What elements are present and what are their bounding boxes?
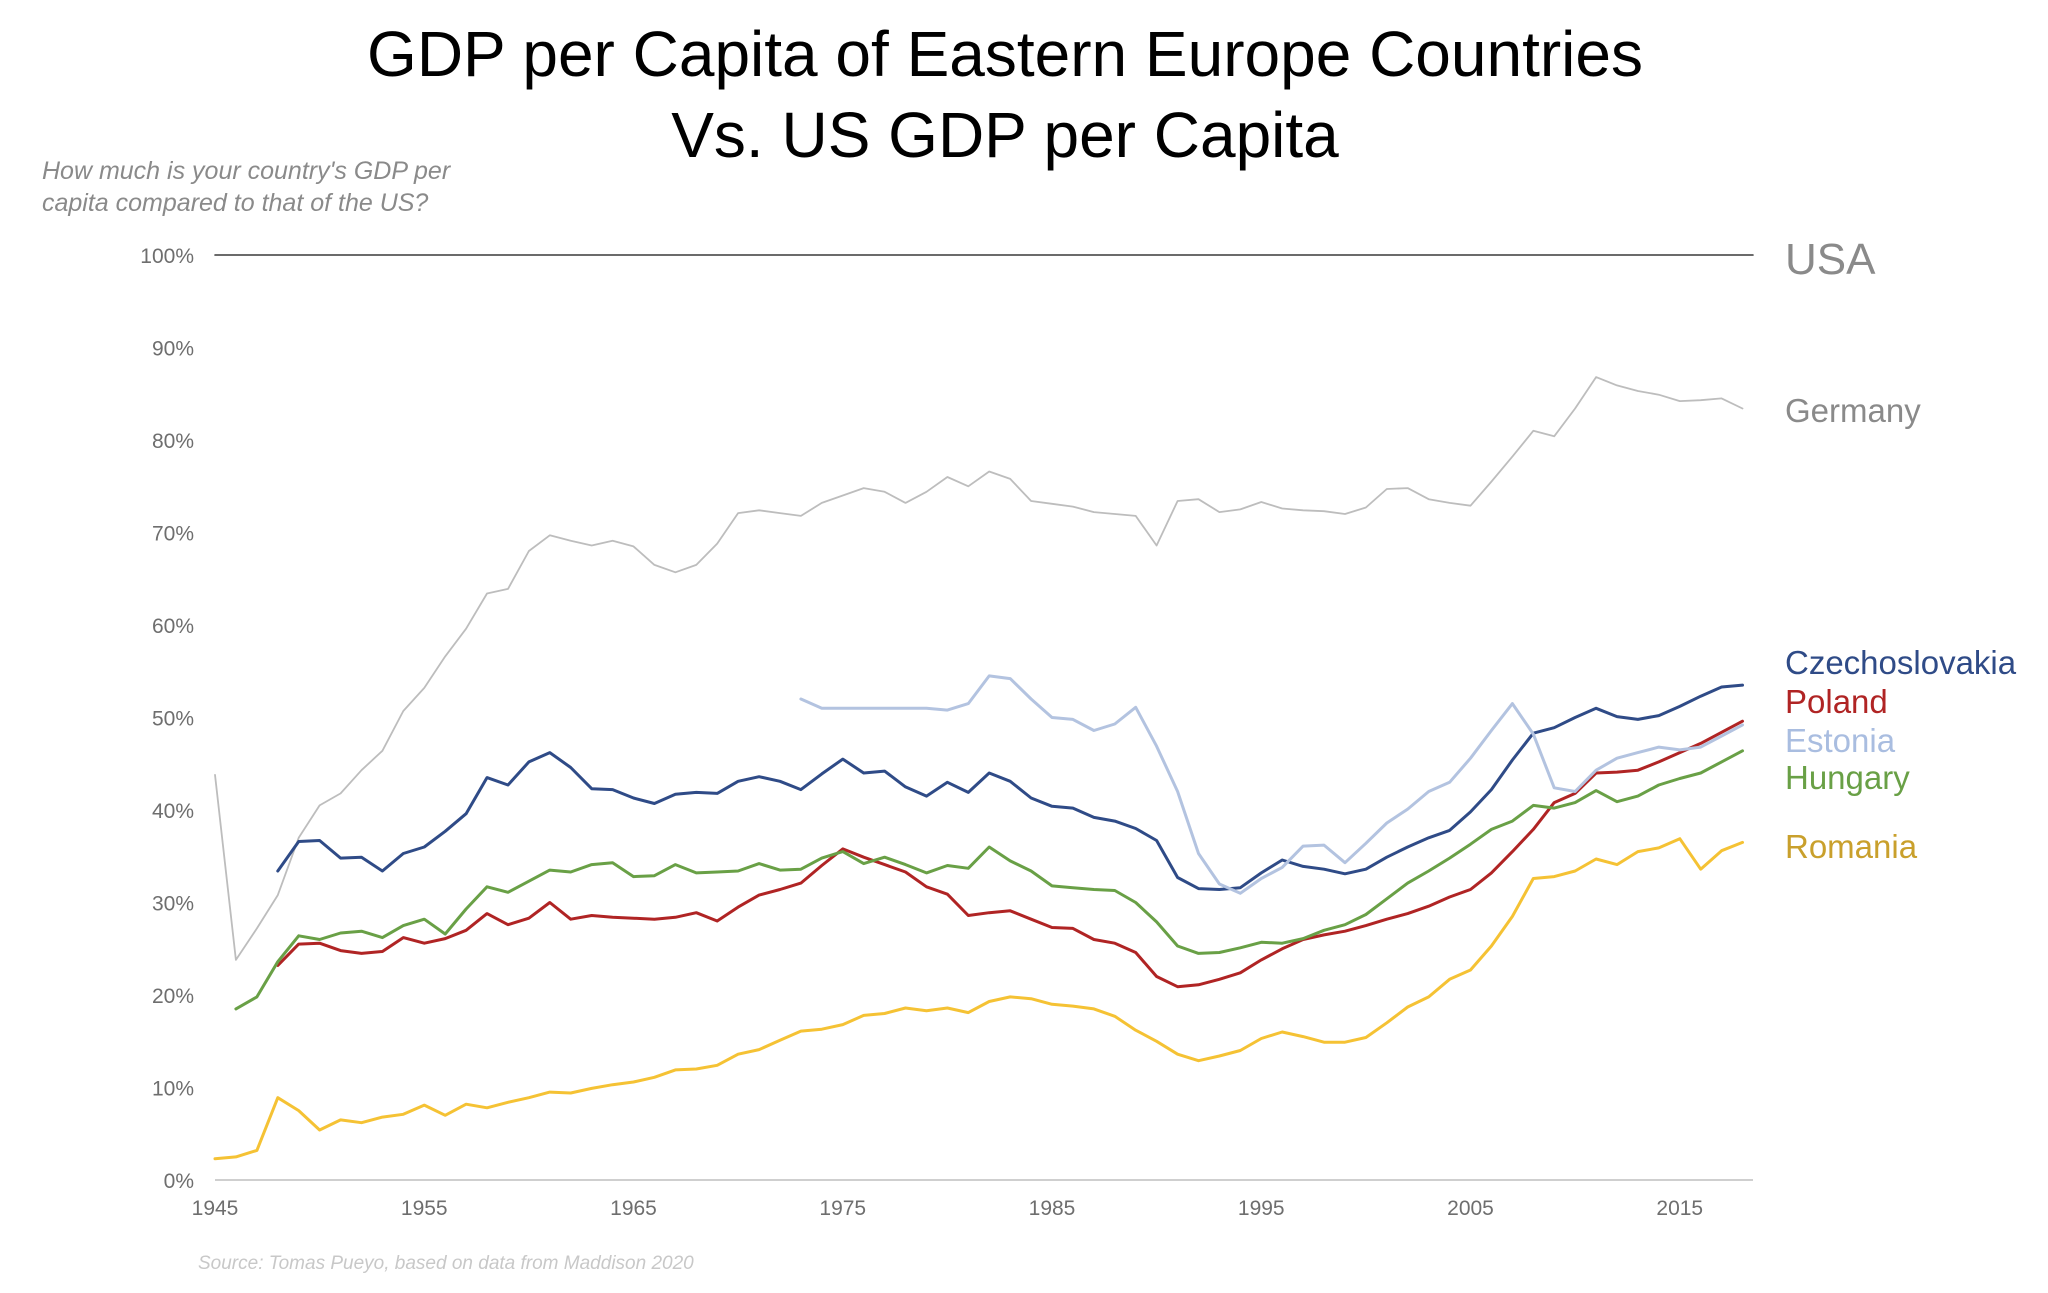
series-lines: [213, 254, 1754, 1161]
series-line-estonia: [799, 674, 1744, 895]
y-tick-label: 0%: [164, 1170, 194, 1193]
x-tick-label: 1975: [819, 1197, 866, 1220]
label-usa: USA: [1785, 235, 1876, 284]
y-tick-label: 50%: [152, 708, 194, 731]
y-tick-label: 10%: [152, 1078, 194, 1101]
source-note: Source: Tomas Pueyo, based on data from …: [198, 1253, 694, 1274]
series-line-romania: [213, 837, 1744, 1161]
chart-title: GDP per Capita of Eastern Europe Countri…: [0, 14, 2010, 176]
x-tick-labels: 1945 1955 1965 1975 1985 1995 2005 2015: [192, 1197, 1703, 1220]
y-tick-label: 40%: [152, 800, 194, 823]
x-tick-label: 1995: [1238, 1197, 1285, 1220]
x-tick-label: 1965: [610, 1197, 657, 1220]
y-tick-label: 30%: [152, 893, 194, 916]
label-czechoslovakia: Czechoslovakia: [1785, 644, 2017, 681]
series-line-hungary: [234, 749, 1744, 1011]
y-tick-label: 20%: [152, 985, 194, 1008]
y-tick-label: 60%: [152, 615, 194, 638]
series-line-czechoslovakia: [276, 683, 1744, 891]
series-end-labels: USA Germany Czechoslovakia Poland Estoni…: [1785, 235, 2017, 865]
label-hungary: Hungary: [1785, 759, 1910, 796]
x-tick-label: 1945: [192, 1197, 239, 1220]
label-poland: Poland: [1785, 683, 1888, 720]
chart-title-line-2: Vs. US GDP per Capita: [671, 99, 1339, 171]
label-romania: Romania: [1785, 828, 1918, 865]
x-tick-label: 2005: [1447, 1197, 1494, 1220]
x-tick-label: 1985: [1029, 1197, 1076, 1220]
x-tick-label: 2015: [1656, 1197, 1703, 1220]
y-tick-label: 80%: [152, 430, 194, 453]
chart-subtitle: How much is your country's GDP per capit…: [42, 157, 451, 217]
x-tick-label: 1955: [401, 1197, 448, 1220]
y-tick-label: 70%: [152, 523, 194, 546]
y-tick-label: 90%: [152, 338, 194, 361]
y-tick-labels: 0% 10% 20% 30% 40% 50% 60% 70% 80% 90% 100%: [140, 245, 194, 1193]
label-estonia: Estonia: [1785, 722, 1896, 759]
series-line-germany: [214, 376, 1744, 961]
y-tick-label: 100%: [140, 245, 194, 268]
label-germany: Germany: [1785, 392, 1921, 429]
series-line-poland: [276, 719, 1744, 989]
chart-title-line-1: GDP per Capita of Eastern Europe Countri…: [367, 18, 1643, 90]
